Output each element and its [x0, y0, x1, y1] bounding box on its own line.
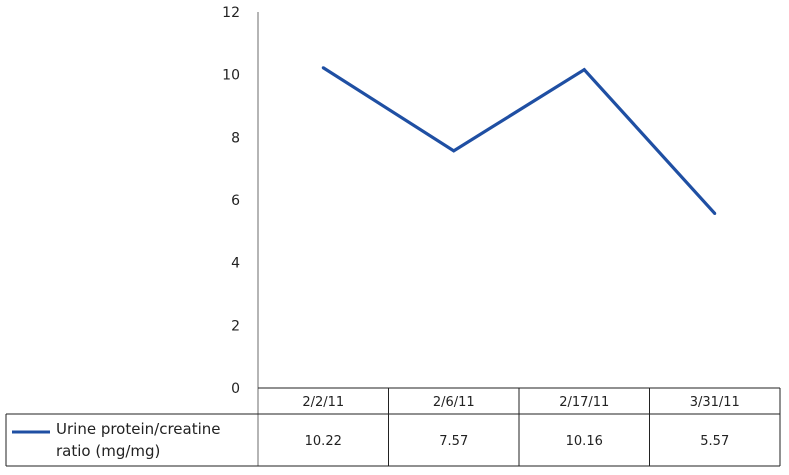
category-label: 2/2/11: [302, 395, 344, 410]
table-value-cell: 7.57: [439, 434, 468, 449]
series-line: [322, 66, 716, 215]
y-axis: 0 2 4 6 8 10 12: [222, 5, 259, 466]
table-value-cell: 10.16: [566, 434, 603, 449]
legend-series-name: ratio (mg/mg): [56, 442, 160, 460]
category-label: 2/6/11: [433, 395, 475, 410]
legend-series-name: Urine protein/creatine: [56, 420, 220, 438]
y-tick-label: 0: [231, 381, 240, 397]
data-point: [321, 66, 325, 70]
category-label: 2/17/11: [559, 395, 609, 410]
y-tick-label: 10: [222, 68, 240, 84]
category-label: 3/31/11: [690, 395, 740, 410]
table-value-cell: 5.57: [700, 434, 729, 449]
y-tick-label: 4: [231, 256, 240, 272]
data-point: [713, 211, 717, 215]
y-tick-label: 2: [231, 318, 240, 334]
y-tick-label: 6: [231, 193, 240, 209]
data-point: [582, 68, 586, 72]
y-tick-label: 8: [231, 130, 240, 146]
series-group: [321, 66, 717, 215]
data-point: [452, 149, 456, 153]
y-tick-label: 12: [222, 5, 240, 21]
table-value-cell: 10.22: [305, 434, 342, 449]
data-table: 2/2/11 2/6/11 2/17/11 3/31/11 Urine protein/…: [5, 387, 781, 467]
